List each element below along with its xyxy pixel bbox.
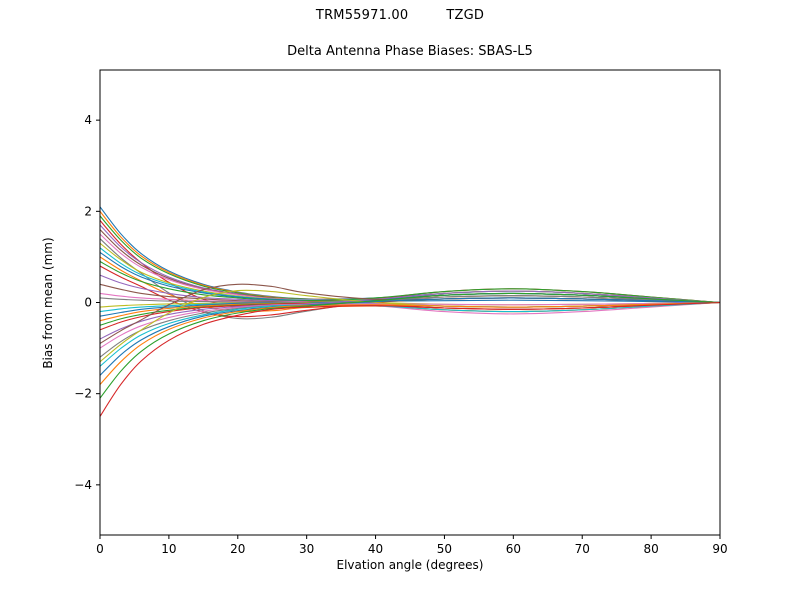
- line-series: [99, 283, 721, 344]
- line-series: [99, 233, 721, 304]
- x-tick-label: 90: [712, 542, 727, 556]
- x-tick-label: 0: [96, 542, 104, 556]
- y-tick-label: −2: [74, 387, 92, 401]
- x-tick-label: 40: [368, 542, 383, 556]
- line-series: [99, 301, 721, 417]
- line-series: [99, 206, 721, 304]
- chart-subtitle: Delta Antenna Phase Biases: SBAS-L5: [287, 44, 533, 59]
- x-axis-label: Elvation angle (degrees): [336, 558, 484, 572]
- antenna-name: TRM55971.00: [315, 8, 409, 23]
- x-tick-label: 10: [161, 542, 176, 556]
- x-tick-label: 30: [299, 542, 314, 556]
- line-series: [99, 292, 721, 315]
- x-tick-label: 80: [643, 542, 658, 556]
- dome-name: TZGD: [446, 8, 485, 23]
- x-tick-label: 50: [437, 542, 452, 556]
- line-series: [99, 292, 721, 399]
- y-tick-label: −4: [74, 478, 92, 492]
- y-axis-label: Bias from mean (mm): [41, 237, 55, 369]
- line-series: [99, 301, 721, 349]
- line-series: [99, 301, 721, 385]
- figure-title: TRM55971.00 TZGD: [0, 8, 800, 23]
- y-tick-label: 0: [84, 296, 92, 310]
- y-tick-label: 2: [84, 204, 92, 218]
- x-tick-label: 70: [575, 542, 590, 556]
- y-tick-label: 4: [84, 113, 92, 127]
- line-series: [99, 261, 721, 304]
- x-tick-label: 60: [506, 542, 521, 556]
- x-tick-label: 20: [230, 542, 245, 556]
- line-series: [99, 301, 721, 367]
- axes-box: [99, 69, 721, 536]
